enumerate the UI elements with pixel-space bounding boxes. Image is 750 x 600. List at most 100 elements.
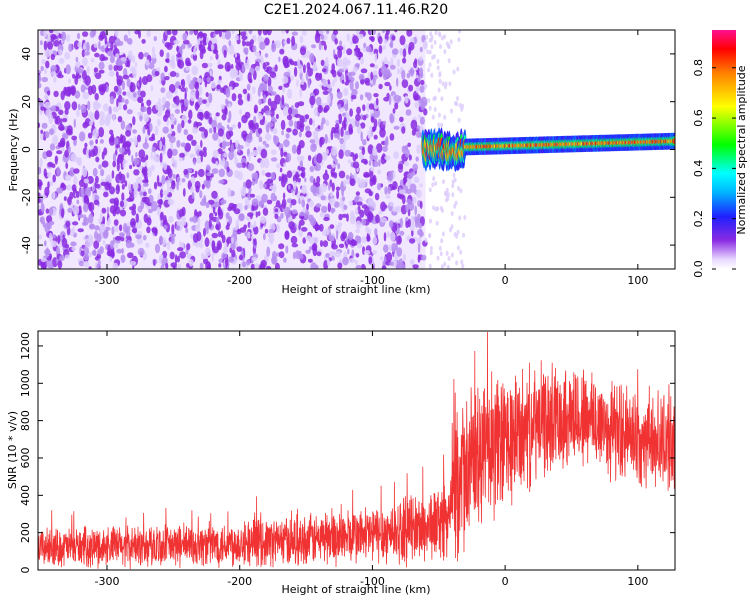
noise-blob — [43, 30, 48, 38]
noise-blob — [72, 73, 76, 79]
noise-blob — [133, 188, 138, 198]
noise-blob — [72, 205, 80, 216]
noise-blob — [47, 181, 50, 190]
noise-blob — [170, 61, 176, 69]
noise-blob — [109, 198, 116, 204]
noise-blob — [428, 233, 432, 239]
noise-blob — [164, 101, 171, 109]
noise-blob — [191, 139, 197, 146]
noise-blob — [368, 160, 372, 167]
noise-blob — [446, 264, 450, 269]
x-tick-label: 0 — [502, 274, 509, 287]
noise-blob — [154, 125, 159, 136]
noise-blob — [323, 44, 327, 51]
noise-blob — [191, 65, 199, 76]
noise-blob — [454, 200, 458, 206]
noise-blob — [244, 204, 248, 211]
noise-blob — [146, 30, 151, 38]
noise-blob — [382, 30, 385, 34]
noise-blob — [38, 122, 41, 129]
noise-blob — [230, 143, 235, 154]
noise-blob — [165, 91, 173, 100]
noise-blob — [187, 119, 192, 124]
noise-blob — [402, 57, 407, 64]
noise-blob — [114, 30, 119, 37]
noise-blob — [75, 156, 80, 164]
x-tick-label: -200 — [227, 274, 252, 287]
noise-blob — [434, 206, 438, 212]
noise-blob — [125, 230, 131, 237]
noise-blob — [247, 231, 251, 239]
noise-blob — [215, 53, 219, 60]
noise-blob — [306, 62, 311, 70]
noise-blob — [432, 176, 436, 182]
noise-blob — [251, 256, 258, 262]
noise-blob — [134, 61, 138, 68]
noise-blob — [150, 84, 154, 92]
noise-blob — [255, 178, 258, 184]
noise-blob — [208, 116, 213, 125]
noise-blob — [327, 137, 331, 143]
noise-blob — [262, 115, 266, 123]
noise-blob — [237, 143, 241, 154]
noise-blob — [301, 169, 306, 179]
noise-blob — [417, 77, 421, 83]
noise-blob — [255, 211, 258, 218]
noise-blob — [212, 206, 216, 214]
noise-blob — [167, 183, 170, 193]
noise-blob — [85, 238, 92, 248]
noise-blob — [452, 69, 456, 75]
noise-blob — [445, 187, 449, 193]
noise-blob — [47, 90, 51, 96]
noise-blob — [356, 63, 360, 68]
noise-blob — [264, 228, 269, 234]
noise-blob — [310, 143, 317, 153]
noise-blob — [165, 179, 171, 186]
noise-blob — [85, 187, 92, 194]
noise-blob — [46, 150, 53, 158]
noise-blob — [349, 178, 356, 187]
noise-blob — [193, 46, 197, 56]
noise-blob — [108, 135, 116, 146]
noise-blob — [279, 48, 285, 55]
noise-blob — [396, 77, 399, 87]
noise-blob — [87, 132, 93, 139]
noise-blob — [163, 224, 168, 230]
noise-blob — [353, 47, 361, 52]
noise-blob — [381, 265, 387, 269]
noise-blob — [211, 190, 218, 199]
noise-blob — [175, 224, 181, 231]
noise-blob — [319, 136, 325, 145]
noise-blob — [356, 201, 363, 206]
noise-blob — [232, 229, 238, 237]
noise-blob — [367, 144, 374, 155]
noise-blob — [141, 39, 146, 44]
noise-blob — [155, 101, 162, 111]
noise-blob — [298, 131, 302, 138]
noise-blob — [185, 66, 190, 71]
noise-blob — [419, 231, 424, 237]
noise-blob — [80, 250, 85, 257]
noise-blob — [434, 181, 438, 187]
signal-band-cell — [672, 138, 675, 145]
noise-blob — [262, 207, 269, 216]
noise-blob — [94, 93, 99, 101]
noise-blob — [127, 60, 131, 68]
noise-blob — [197, 38, 201, 46]
noise-blob — [414, 58, 418, 64]
noise-blob — [407, 172, 414, 179]
noise-blob — [192, 215, 198, 224]
noise-blob — [257, 34, 263, 44]
noise-blob — [218, 209, 224, 220]
noise-blob — [326, 258, 330, 267]
noise-blob — [51, 105, 57, 112]
noise-blob — [230, 242, 237, 250]
noise-blob — [408, 69, 415, 74]
noise-blob — [156, 206, 161, 216]
noise-blob — [52, 134, 59, 145]
noise-blob — [124, 98, 129, 105]
noise-blob — [363, 206, 371, 217]
noise-blob — [355, 228, 361, 234]
noise-blob — [372, 75, 376, 86]
